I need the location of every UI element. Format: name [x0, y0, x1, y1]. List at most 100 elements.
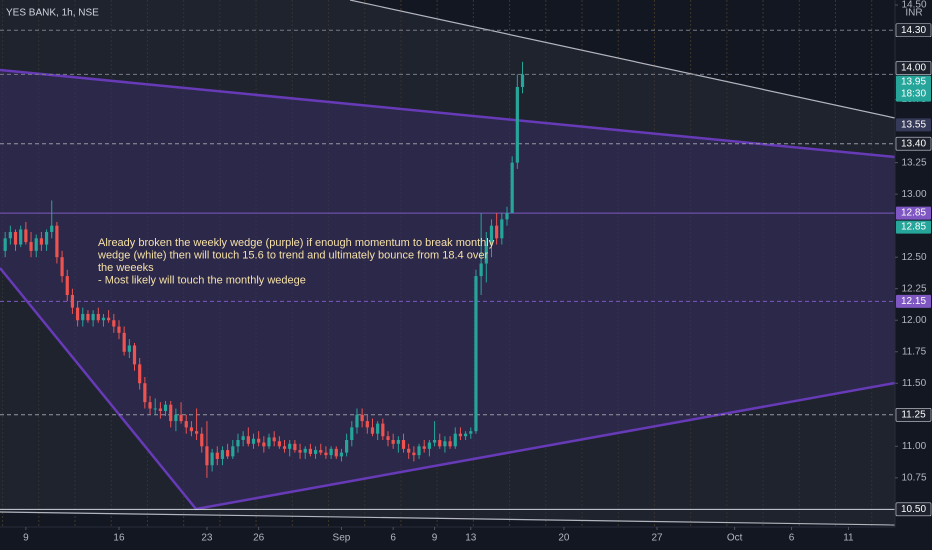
price-badge-label: 13.40 — [901, 138, 926, 149]
candle-body — [313, 450, 318, 454]
candle-body — [432, 440, 437, 443]
y-tick-label: 11.00 — [902, 441, 927, 452]
candle-body — [50, 225, 54, 232]
horizontal-lines — [0, 29, 895, 510]
candle-body — [324, 452, 328, 456]
candle-body — [55, 225, 59, 258]
candle-body — [458, 433, 463, 437]
x-tick-label: 16 — [113, 533, 125, 544]
x-tick-label: 23 — [201, 533, 213, 544]
price-badge-label: 14.30 — [901, 25, 926, 36]
price-badge — [896, 118, 931, 132]
chart-title: YES BANK, 1h, NSE — [6, 8, 99, 19]
x-tick-label: Sep — [333, 533, 351, 544]
candle-body — [24, 229, 28, 243]
candle-body — [464, 433, 468, 437]
monthly-wedge-top — [349, 0, 896, 119]
y-tick-label: 13.00 — [901, 189, 926, 200]
price-badge — [896, 206, 931, 220]
y-tick-label: 11.50 — [902, 378, 927, 389]
candle-body — [438, 440, 442, 447]
candle-body — [474, 276, 478, 432]
monthly-wedge-bottom — [0, 511, 896, 526]
x-tick-label: 26 — [253, 533, 265, 544]
x-tick-label: 6 — [390, 533, 396, 544]
candle-body — [226, 450, 230, 457]
candle-body — [282, 446, 287, 449]
candle-body — [401, 440, 406, 449]
y-tick-label: 11.75 — [902, 346, 927, 357]
candle-body — [200, 433, 204, 447]
price-badge — [896, 75, 931, 102]
price-badge-label: 12.85 — [901, 208, 926, 219]
time-axis — [0, 527, 932, 550]
candle-body — [215, 452, 219, 459]
axis-labels: 10.75 11.00 11.50 11.75 12.00 12.25 12.50 13.00… — [23, 0, 932, 544]
price-badge-label: 12.85 — [901, 222, 926, 233]
candle-body — [355, 414, 359, 428]
candle-body — [65, 276, 69, 296]
candle-body — [132, 345, 137, 365]
candle-body — [298, 450, 302, 453]
candle-body — [386, 436, 390, 441]
candle-body — [205, 446, 209, 466]
x-tick-label: Oct — [727, 533, 743, 544]
candle-body — [448, 441, 452, 447]
candle-body — [339, 452, 344, 457]
candle-body — [19, 229, 23, 245]
x-tick-label: 27 — [651, 533, 663, 544]
candle-body — [407, 448, 411, 453]
candle-body — [303, 448, 307, 453]
candle-body — [107, 317, 111, 321]
price-badge-label: 10.50 — [901, 504, 926, 515]
candle-body — [34, 238, 38, 251]
candle-body — [60, 257, 64, 277]
x-tick-label: 9 — [23, 533, 29, 544]
monthly-wedge-area — [0, 0, 895, 525]
price-badge-label: 13.95 — [901, 77, 926, 88]
candle-body — [163, 404, 168, 412]
annotation-line: Already broken the weekly wedge (purple)… — [98, 237, 495, 249]
candle-body — [288, 443, 292, 449]
price-badge-label: 13.55 — [901, 119, 926, 130]
candle-body — [277, 441, 281, 447]
candle-body — [479, 263, 483, 277]
candle-body — [220, 450, 225, 459]
y-tick-label: 13.25 — [901, 157, 926, 168]
candle-body — [86, 313, 90, 321]
candle-body — [412, 452, 416, 456]
candle-body — [495, 225, 499, 239]
candle-body — [262, 442, 266, 447]
candle-body — [148, 402, 152, 409]
candle-body — [365, 421, 369, 428]
candle-body — [376, 423, 380, 434]
candle-body — [391, 440, 395, 444]
candle-body — [91, 313, 95, 321]
candle-body — [500, 219, 504, 239]
price-badge — [895, 136, 932, 151]
price-badge — [896, 220, 931, 234]
candle-body — [236, 440, 240, 447]
candle-body — [174, 414, 178, 422]
candle-body — [13, 231, 18, 245]
candle-body — [293, 443, 297, 451]
candle-body — [381, 423, 385, 437]
candle-body — [179, 414, 183, 422]
candle-body — [515, 86, 519, 163]
candle-body — [520, 74, 525, 87]
candle-body — [189, 427, 194, 432]
candle-body — [3, 238, 7, 251]
candle-body — [510, 162, 514, 214]
price-badge — [895, 61, 932, 75]
price-badge-label: 12.15 — [901, 296, 926, 307]
candle-body — [345, 440, 349, 453]
candles — [3, 61, 525, 478]
annotation-line: - Most likely will touch the monthly wed… — [98, 274, 306, 286]
candle-body — [329, 448, 333, 456]
candle-body — [360, 414, 364, 422]
candle-body — [246, 436, 250, 444]
candle-body — [231, 446, 235, 457]
weekly-wedge-top — [0, 68, 896, 159]
candle-body — [112, 320, 116, 327]
